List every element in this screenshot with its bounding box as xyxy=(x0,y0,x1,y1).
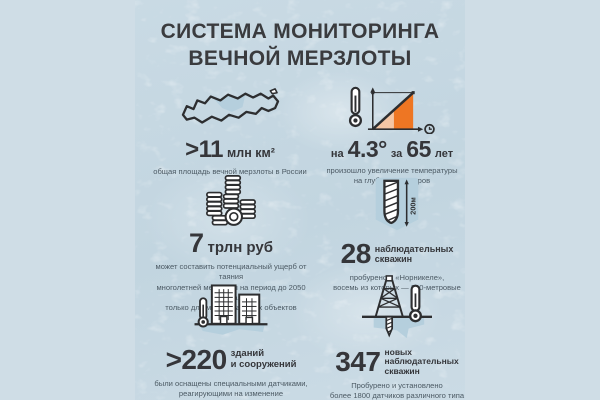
stat-buildings-caption: были оснащены специальными датчиками, ре… xyxy=(154,379,308,400)
stat-temperature: на 4.3° за 65 лет произошло увеличение т… xyxy=(308,84,476,187)
russia-map-icon xyxy=(181,88,280,124)
stat-new-wells: 347 новых наблюдательных скважин Пробуре… xyxy=(313,274,481,400)
stat-new-wells-value: 347 новых наблюдательных скважин xyxy=(335,346,458,378)
stat-temperature-number2: 65 xyxy=(406,136,431,162)
stat-damage-number: 7 xyxy=(189,228,204,258)
stat-temperature-word1: на xyxy=(330,148,344,160)
stat-wells-unit: наблюдательных скважин xyxy=(374,243,454,264)
drill-bit-icon: 200м xyxy=(375,177,419,231)
stat-temperature-word3: лет xyxy=(434,148,454,160)
depth-label: 200м xyxy=(408,197,417,214)
stat-temperature-word2: за xyxy=(390,148,403,160)
page-title: СИСТЕМА МОНИТОРИНГА ВЕЧНОЙ МЕРЗЛОТЫ xyxy=(135,19,465,73)
stat-buildings-unit: зданий и сооружений xyxy=(230,348,297,370)
title-line1: СИСТЕМА МОНИТОРИНГА xyxy=(160,20,440,43)
stat-area-unit: млн км² xyxy=(227,146,275,160)
coin-stacks-icon xyxy=(206,175,256,226)
stat-new-wells-number: 347 xyxy=(335,346,381,377)
stat-new-wells-unit: новых наблюдательных скважин xyxy=(384,346,459,376)
stat-damage-value: 7 трлн руб xyxy=(189,228,273,259)
stat-buildings-value: >220 зданий и сооружений xyxy=(166,344,297,376)
stat-buildings: >220 зданий и сооружений были оснащены с… xyxy=(147,280,315,400)
stat-damage-unit: трлн руб xyxy=(207,239,273,256)
stat-new-wells-caption: Пробурено и установлено более 1800 датчи… xyxy=(329,381,465,400)
stat-wells-value: 28 наблюдательных скважин xyxy=(341,238,454,270)
stat-buildings-number: >220 xyxy=(165,344,228,375)
title-line2: ВЕЧНОЙ МЕРЗЛОТЫ xyxy=(188,46,412,70)
stat-area-caption: общая площадь вечной мерзлоты в России xyxy=(153,167,307,176)
stat-area: >11 млн км² общая площадь вечной мерзлот… xyxy=(150,86,310,177)
thermometer-graph-clock-icon xyxy=(348,86,435,134)
stat-temperature-value: на 4.3° за 65 лет xyxy=(331,136,453,163)
stat-wells-number: 28 xyxy=(340,238,372,269)
oil-derrick-thermometer-icon xyxy=(362,275,432,339)
stat-area-number: >11 xyxy=(185,136,223,163)
stat-temperature-number1: 4.3° xyxy=(347,136,388,162)
buildings-thermometer-icon xyxy=(194,284,268,335)
stat-area-value: >11 млн км² xyxy=(185,136,275,164)
